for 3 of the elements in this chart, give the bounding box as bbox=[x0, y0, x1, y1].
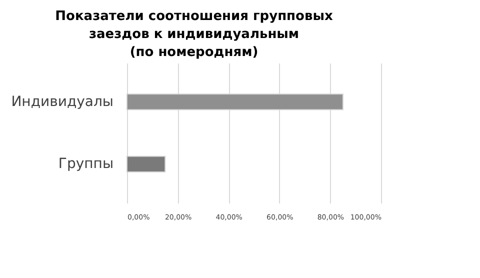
y-tick-label: Группы bbox=[58, 156, 114, 172]
y-tick-label: Индивидуалы bbox=[11, 94, 114, 110]
chart-title: Показатели соотношения групповых заездов к индивидуальным (по номеродням) bbox=[55, 9, 334, 60]
